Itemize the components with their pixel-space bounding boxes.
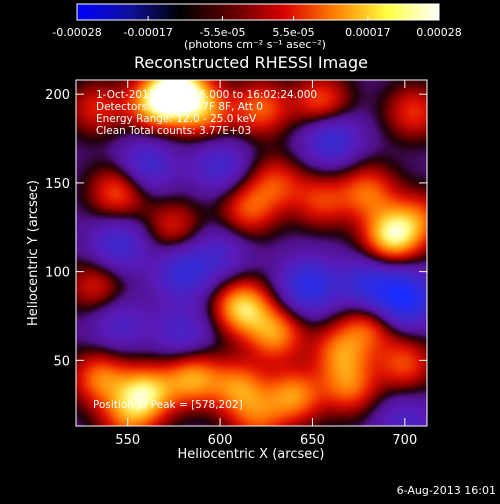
x-tick-label: 550 — [115, 433, 140, 448]
y-axis-label: Heliocentric Y (arcsec) — [26, 180, 41, 326]
heatmap-image-group — [76, 80, 427, 426]
y-tick-label: 100 — [45, 266, 70, 281]
colorbar-tick-label: 0.00028 — [416, 26, 462, 39]
annotation-detectors: Detectors: 4F 5F 6F 7F 8F, Att 0 — [96, 101, 263, 113]
x-tick-label: 600 — [208, 433, 233, 448]
annotation-energy-range: Energy Range: 12.0 - 25.0 keV — [96, 113, 257, 125]
heatmap-image — [76, 80, 427, 426]
colorbar-tick-label: 5.5e-05 — [272, 26, 314, 39]
chart-title: Reconstructed RHESSI Image — [134, 53, 368, 72]
x-tick-label: 650 — [300, 433, 325, 448]
footer-date: 6-Aug-2013 16:01 — [397, 484, 496, 497]
colorbar-ticks: -0.00028 -0.00017 -5.5e-05 5.5e-05 0.00017 0.… — [52, 16, 462, 39]
y-tick-label: 200 — [45, 88, 70, 103]
x-axis-ticks: 550 600 650 700 — [115, 80, 417, 448]
annotation-peak-position: Position of Peak = [578,202] — [93, 399, 243, 411]
colorbar-tick-label: -0.00028 — [52, 26, 101, 39]
colorbar — [76, 3, 440, 21]
colorbar-tick-label: 0.00017 — [345, 26, 391, 39]
y-tick-label: 150 — [45, 177, 70, 192]
x-axis-label: Heliocentric X (arcsec) — [178, 447, 325, 462]
annotation-time-range: 1-Oct-2011 16:00:16.000 to 16:02:24.000 — [96, 89, 317, 101]
annotation-clean-counts: Clean Total counts: 3.77E+03 — [96, 125, 251, 137]
y-tick-label: 50 — [53, 354, 70, 369]
plot-frame — [75, 79, 428, 427]
y-axis-ticks: 50 100 150 200 — [45, 88, 427, 369]
colorbar-tick-label: -5.5e-05 — [199, 26, 245, 39]
colorbar-tick-label: -0.00017 — [123, 26, 172, 39]
x-tick-label: 700 — [392, 433, 417, 448]
colorbar-unit-label: (photons cm⁻² s⁻¹ asec⁻²) — [184, 38, 326, 51]
